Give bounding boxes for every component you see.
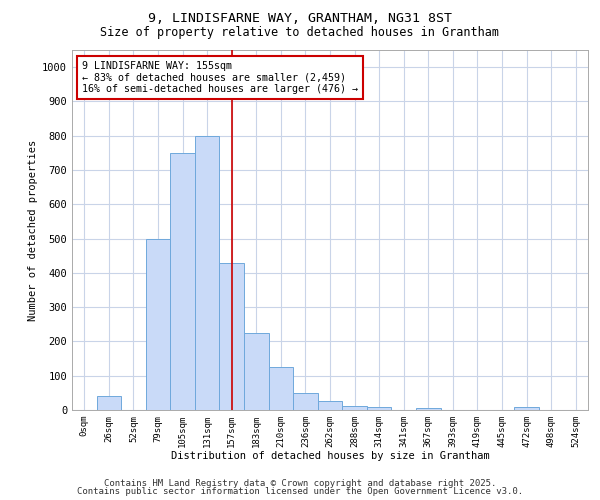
Bar bbox=[514, 408, 539, 410]
Bar bbox=[97, 396, 121, 410]
Bar bbox=[416, 408, 440, 410]
Bar bbox=[220, 262, 244, 410]
Text: Contains HM Land Registry data © Crown copyright and database right 2025.: Contains HM Land Registry data © Crown c… bbox=[104, 478, 496, 488]
Bar bbox=[293, 393, 318, 410]
Text: 9, LINDISFARNE WAY, GRANTHAM, NG31 8ST: 9, LINDISFARNE WAY, GRANTHAM, NG31 8ST bbox=[148, 12, 452, 26]
Text: Size of property relative to detached houses in Grantham: Size of property relative to detached ho… bbox=[101, 26, 499, 39]
Bar bbox=[195, 136, 220, 410]
Bar bbox=[318, 402, 342, 410]
Text: 9 LINDISFARNE WAY: 155sqm
← 83% of detached houses are smaller (2,459)
16% of se: 9 LINDISFARNE WAY: 155sqm ← 83% of detac… bbox=[82, 61, 358, 94]
Bar bbox=[367, 408, 391, 410]
Y-axis label: Number of detached properties: Number of detached properties bbox=[28, 140, 38, 320]
Bar bbox=[146, 238, 170, 410]
Bar bbox=[342, 406, 367, 410]
Text: Contains public sector information licensed under the Open Government Licence v3: Contains public sector information licen… bbox=[77, 487, 523, 496]
Bar bbox=[269, 367, 293, 410]
Bar bbox=[244, 333, 269, 410]
X-axis label: Distribution of detached houses by size in Grantham: Distribution of detached houses by size … bbox=[170, 452, 490, 462]
Bar bbox=[170, 153, 195, 410]
